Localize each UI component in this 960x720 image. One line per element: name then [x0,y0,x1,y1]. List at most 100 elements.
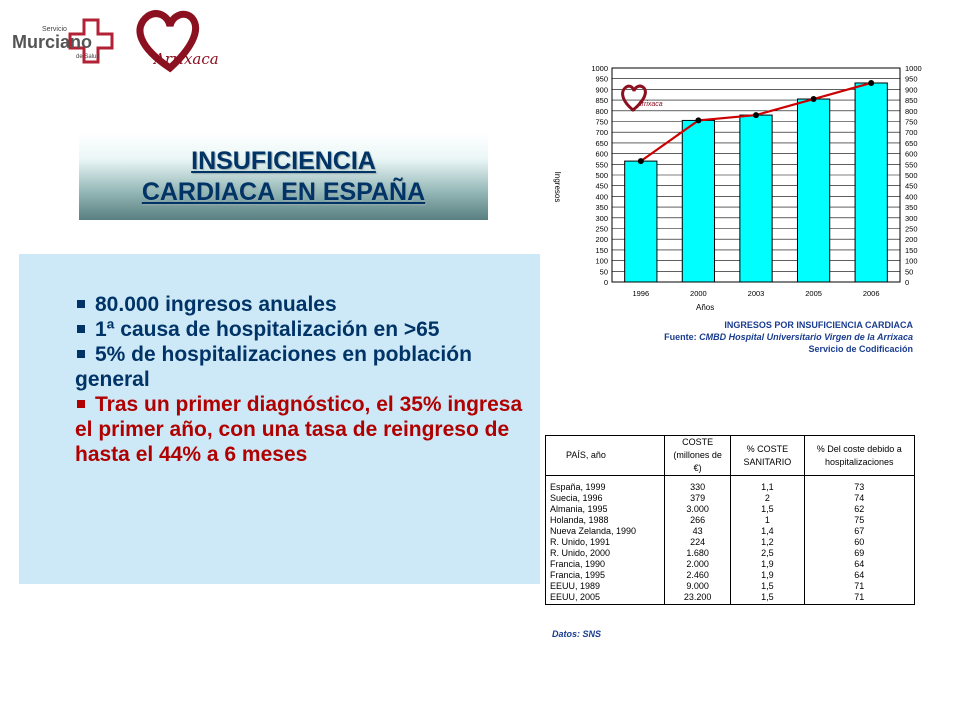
cell-pct-hosp: 62 [803,504,916,515]
square-bullet-icon [77,349,85,358]
y-tick-label: 0 [604,278,608,287]
bullet-text: 1ª causa de hospitalización en >65 [95,318,440,341]
y2-tick-label: 550 [905,160,918,169]
header-cost: COSTE (millones de €) [663,435,732,476]
y-tick-label: 150 [595,246,608,255]
x-axis-title: Años [696,303,714,312]
cell-pct-hosp: 60 [803,537,916,548]
y-tick-label: 450 [595,182,608,191]
series-point [868,79,875,86]
y2-tick-label: 850 [905,96,918,105]
table-row: España, 1999 330 1,1 73 [545,475,916,493]
bar [739,114,773,283]
source-label: Fuente: [664,332,700,342]
y2-tick-label: 650 [905,139,918,148]
arrixaca-logo: Arrixaca [130,8,230,76]
y-tick-label: 900 [595,85,608,94]
bullet-panel: 80.000 ingresos anuales 1ª causa de hosp… [19,254,540,584]
y2-tick-label: 250 [905,225,918,234]
series-point [695,117,702,124]
cell-pct-hosp: 69 [803,548,916,559]
table-header-row: PAÍS, año COSTE (millones de €) % COSTE … [545,435,916,476]
y-tick-label: 500 [595,171,608,180]
y-tick-label: 50 [600,267,608,276]
cell-pct-hosp: 75 [803,515,916,526]
y2-tick-label: 350 [905,203,918,212]
y2-tick-label: 200 [905,235,918,244]
cell-country: Francia, 1995 [545,570,665,581]
table-row: Almania, 1995 3.000 1,5 62 [545,504,916,515]
cell-country: Holanda, 1988 [545,515,665,526]
chart-caption-service: Servicio de Codificación [808,344,913,354]
title-line2: CARDIACA EN ESPAÑA [141,177,426,206]
square-bullet-icon [77,399,85,408]
table-row: EEUU, 2005 23.200 1,5 71 [545,592,916,605]
cell-pct-cost: 1,2 [730,537,805,548]
table-row: Francia, 1995 2.460 1,9 64 [545,570,916,581]
square-bullet-icon [77,299,85,308]
y2-tick-label: 300 [905,214,918,223]
cell-pct-cost: 1,4 [730,526,805,537]
table-row: EEUU, 1989 9.000 1,5 71 [545,581,916,592]
sms-logo: Servicio Murciano de Salud [6,14,136,72]
cell-pct-cost: 2,5 [730,548,805,559]
bar [854,82,888,283]
cell-cost: 266 [663,515,732,526]
chart-caption: INGRESOS POR INSUFICIENCIA CARDIACA Fuen… [580,319,913,355]
cross-logo-icon [68,18,114,64]
x-tick-label: 2005 [805,289,822,298]
bullet-text: 80.000 ingresos anuales [95,293,337,316]
y2-tick-label: 600 [905,150,918,159]
cell-country: R. Unido, 2000 [545,548,665,559]
bar [681,119,716,283]
y2-tick-label: 900 [905,85,918,94]
arrixaca-logo-text: Arrixaca [154,50,219,68]
table-row: R. Unido, 2000 1.680 2,5 69 [545,548,916,559]
cell-pct-cost: 1,5 [730,592,805,605]
cell-cost: 330 [663,475,732,493]
chart-caption-source: Fuente: CMBD Hospital Universitario Virg… [580,331,913,343]
cell-pct-hosp: 71 [803,592,916,605]
cell-country: R. Unido, 1991 [545,537,665,548]
sms-logo-line2: Murciano [12,32,93,52]
header-pct-hosp: % Del coste debido a hospitalizaciones [803,435,916,476]
y-tick-label: 600 [595,150,608,159]
table-body: España, 1999 330 1,1 73 Suecia, 1996 379 2 74 Al… [545,475,916,605]
cell-pct-cost: 1,5 [730,504,805,515]
bullet-list: 80.000 ingresos anuales 1ª causa de hosp… [75,292,530,467]
y-tick-label: 1000 [591,64,608,73]
title-line1: INSUFICIENCIA [191,146,376,175]
header-pct-cost: % COSTE SANITARIO [730,435,805,476]
bullet-item: 80.000 ingresos anuales [75,292,530,317]
cell-pct-hosp: 64 [803,570,916,581]
bar [796,98,831,283]
y2-tick-label: 450 [905,182,918,191]
y2-tick-label: 700 [905,128,918,137]
table-row: R. Unido, 1991 224 1,2 60 [545,537,916,548]
cell-pct-hosp: 71 [803,581,916,592]
table-row: Suecia, 1996 379 2 74 [545,493,916,504]
cell-cost: 224 [663,537,732,548]
y-tick-label: 650 [595,139,608,148]
cell-cost: 3.000 [663,504,732,515]
y2-tick-label: 0 [905,278,909,287]
series-point [810,96,817,103]
y2-tick-label: 950 [905,75,918,84]
y-tick-label: 400 [595,192,608,201]
cell-country: Francia, 1990 [545,559,665,570]
title-box: INSUFICIENCIA CARDIACA EN ESPAÑA [79,133,488,220]
y-tick-label: 300 [595,214,608,223]
bullet-text: 5% de hospitalizaciones en población gen… [75,343,472,391]
cell-cost: 43 [663,526,732,537]
inset-heart-logo-icon [621,84,647,112]
cell-cost: 2.460 [663,570,732,581]
cell-country: Almania, 1995 [545,504,665,515]
bar [624,160,658,283]
y-tick-label: 250 [595,225,608,234]
cell-pct-cost: 2 [730,493,805,504]
sms-logo-line3: de Salud [76,54,100,60]
x-tick-label: 2000 [690,289,707,298]
cell-country: Suecia, 1996 [545,493,665,504]
cell-country: EEUU, 1989 [545,581,665,592]
